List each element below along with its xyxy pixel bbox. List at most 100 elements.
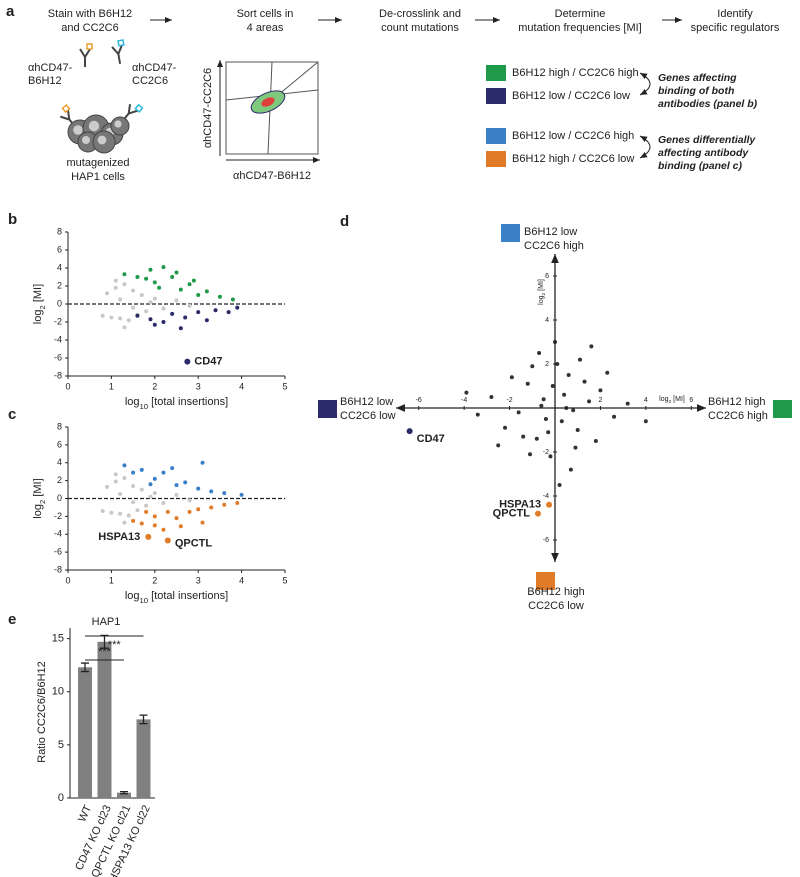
data-point: [178, 326, 183, 331]
data-point: [131, 518, 136, 523]
antibody-shape: [79, 48, 91, 67]
antibody-tag: [117, 39, 125, 47]
quadrant-label: B6H12 high: [708, 396, 766, 408]
data-point: [118, 492, 123, 497]
data-point: [118, 316, 123, 321]
label-subscript: 2: [668, 399, 671, 405]
data-point: [113, 285, 118, 290]
x-tick-label: WT: [76, 803, 94, 824]
label-part: log: [32, 309, 44, 324]
data-point: [598, 388, 603, 393]
annotation-label: CD47: [417, 433, 445, 445]
antibody-tag: [61, 104, 71, 114]
y-tick-label: 2: [57, 280, 62, 290]
data-point: [643, 419, 648, 424]
data-point: [222, 491, 227, 496]
label-part: log: [538, 295, 545, 304]
data-point: [541, 397, 546, 402]
panel-letter: e: [8, 611, 16, 628]
y-tick-label: 8: [57, 226, 62, 236]
data-point: [178, 287, 183, 292]
data-point: [139, 487, 144, 492]
x-tick-label: 1: [109, 381, 114, 391]
label-part: [MI]: [32, 478, 44, 499]
data-point: [496, 443, 501, 448]
highlight-point: [145, 533, 152, 540]
data-point: [139, 293, 144, 297]
x-tick-label: 0: [65, 381, 70, 391]
annotation-label: QPCTL: [493, 508, 531, 520]
data-point: [521, 434, 526, 439]
step-text: De-crosslink and: [379, 8, 461, 20]
label-subscript: 10: [140, 596, 149, 605]
data-point: [575, 428, 580, 432]
legend-swatch: [486, 151, 506, 167]
data-point: [100, 509, 105, 514]
data-point: [557, 483, 562, 487]
antibody-icon: [111, 39, 125, 64]
y-axis-label: Ratio CC2C6/B6H12: [36, 661, 48, 763]
data-point: [464, 390, 469, 395]
data-point: [196, 486, 201, 491]
data-point: [183, 480, 188, 485]
highlight-point: [406, 428, 413, 435]
data-point: [204, 289, 209, 294]
y-tick-label: -6: [54, 352, 62, 362]
bar: [78, 667, 92, 798]
y-tick-label: 10: [52, 686, 64, 698]
significance-label: ***: [108, 639, 122, 651]
data-point: [577, 357, 582, 362]
data-point: [148, 267, 153, 272]
label-part: [total insertions]: [148, 396, 228, 408]
y-axis-label: log2 [MI]: [32, 478, 47, 518]
data-point: [174, 483, 179, 488]
data-point: [587, 399, 592, 404]
antibody-shape: [111, 44, 123, 64]
quadrant-swatch: [773, 400, 792, 418]
data-point: [118, 297, 123, 302]
data-point: [566, 373, 571, 377]
data-point: [543, 417, 548, 421]
y-tick-label: 6: [545, 273, 549, 280]
step-text: Sort cells in: [237, 8, 294, 20]
data-point: [191, 278, 196, 283]
quadrant-label: CC2C6 low: [528, 600, 584, 612]
data-point: [530, 364, 535, 369]
label-part: log: [32, 504, 44, 519]
quadrant-label: B6H12 low: [524, 226, 577, 238]
panel-letter: c: [8, 406, 16, 423]
data-point: [174, 298, 179, 303]
data-point: [126, 318, 131, 323]
data-point: [528, 452, 533, 457]
label-part: log: [659, 396, 668, 403]
data-point: [503, 425, 508, 430]
data-point: [239, 492, 244, 497]
step-text: count mutations: [381, 22, 459, 34]
data-point: [100, 313, 105, 318]
label-part: [MI]: [538, 279, 545, 293]
x-tick-label: 2: [152, 381, 157, 391]
x-tick-label: 4: [239, 575, 244, 585]
y-tick-label: 0: [57, 493, 62, 503]
data-point: [131, 288, 136, 293]
panel-letter: b: [8, 211, 17, 228]
x-tick-label: -6: [416, 397, 422, 404]
antibody-icon: [79, 43, 93, 67]
label-part: log: [125, 396, 140, 408]
data-point: [113, 479, 118, 484]
x-tick-label: 3: [196, 381, 201, 391]
error-bar: [139, 714, 148, 725]
data-point: [152, 523, 157, 528]
x-axis-label: log2 [MI]: [659, 396, 685, 405]
data-point: [148, 482, 153, 487]
data-point: [122, 463, 127, 468]
y-axis-label: log2 [MI]: [32, 284, 47, 324]
cell-nucleus: [114, 120, 122, 128]
data-point: [573, 445, 578, 450]
data-point: [509, 375, 514, 380]
antibody-label: αhCD47-: [132, 62, 177, 74]
x-axis-label: log10 [total insertions]: [125, 396, 228, 411]
y-tick-label: 4: [545, 317, 549, 324]
cells-label: HAP1 cells: [71, 171, 125, 183]
